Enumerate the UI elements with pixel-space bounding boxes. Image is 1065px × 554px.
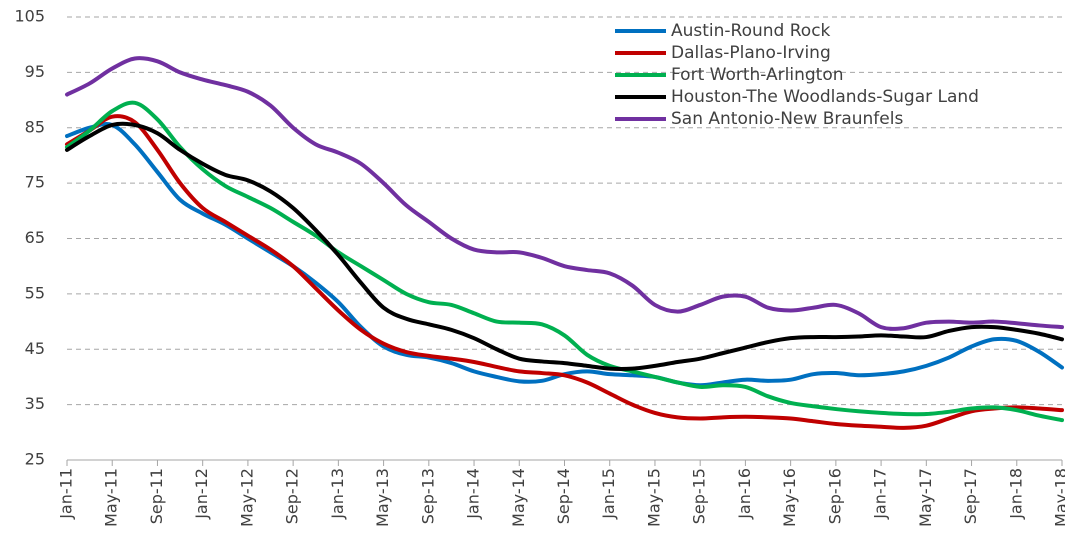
y-tick-label: 45 xyxy=(25,339,45,358)
legend-label: Fort Worth-Arlington xyxy=(671,65,844,85)
series-line xyxy=(65,114,1064,430)
series-line xyxy=(65,121,1064,371)
y-tick-label: 105 xyxy=(14,7,45,26)
x-tick-label: May-12 xyxy=(237,468,256,527)
series-line xyxy=(65,121,1064,388)
x-tick-label: May-15 xyxy=(644,468,663,527)
series-line xyxy=(65,56,1064,331)
series-line xyxy=(65,100,1064,423)
x-tick-label: Jan-12 xyxy=(192,468,211,520)
x-tick-label: May-11 xyxy=(102,468,121,527)
y-tick-label: 55 xyxy=(25,283,45,302)
legend-label: Austin-Round Rock xyxy=(671,21,831,41)
y-tick-label: 85 xyxy=(25,117,45,136)
x-tick-label: May-18 xyxy=(1052,468,1065,527)
y-tick-label: 25 xyxy=(25,450,45,469)
y-tick-label: 65 xyxy=(25,228,45,247)
y-tick-label: 35 xyxy=(25,394,45,413)
legend: Austin-Round RockDallas-Plano-IrvingFort… xyxy=(615,21,979,129)
x-tick-label: May-14 xyxy=(509,468,528,527)
x-tick-label: Jan-14 xyxy=(464,468,483,520)
axes: 25 35 45 55 65 75 85 95 105 Jan-11 May-11 Sep-11 Jan… xyxy=(14,7,1065,527)
legend-label: Dallas-Plano-Irving xyxy=(671,43,831,63)
x-tick-label: Jan-11 xyxy=(57,468,76,520)
x-tick-label: May-17 xyxy=(916,468,935,527)
lines xyxy=(65,56,1064,430)
x-tick-label: Sep-11 xyxy=(147,468,166,524)
x-tick-label: Sep-16 xyxy=(825,468,844,524)
legend-label: San Antonio-New Braunfels xyxy=(671,109,903,129)
x-tick-label: Jan-17 xyxy=(871,468,890,520)
x-tick-label: Jan-18 xyxy=(1006,468,1025,520)
x-tick-label: Sep-13 xyxy=(418,468,437,524)
x-tick-label: Sep-15 xyxy=(690,468,709,524)
x-tick-label: Sep-12 xyxy=(283,468,302,524)
grid xyxy=(67,16,1062,461)
x-tick-label: Jan-15 xyxy=(599,468,618,520)
x-tick-label: May-16 xyxy=(780,468,799,527)
x-tick-label: Jan-13 xyxy=(328,468,347,520)
x-tick-label: Sep-17 xyxy=(961,468,980,524)
y-tick-label: 75 xyxy=(25,173,45,192)
x-tick-label: Jan-16 xyxy=(735,468,754,520)
y-tick-label: 95 xyxy=(25,62,45,81)
x-tick-label: Sep-14 xyxy=(554,468,573,524)
x-tick-label: May-13 xyxy=(373,468,392,527)
legend-label: Houston-The Woodlands-Sugar Land xyxy=(671,87,979,107)
